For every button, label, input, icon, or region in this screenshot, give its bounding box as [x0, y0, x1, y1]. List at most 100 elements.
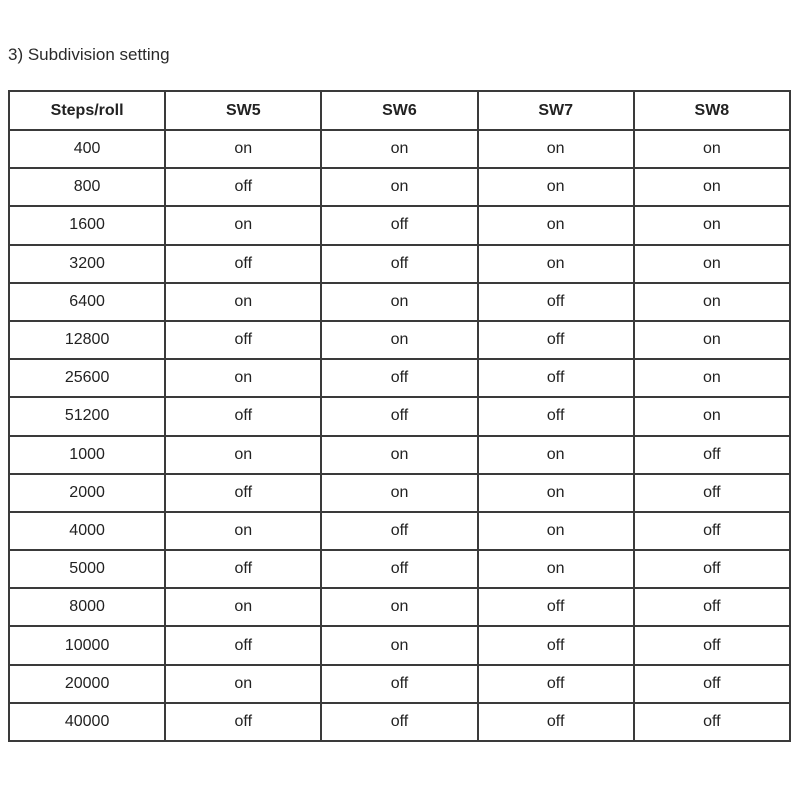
table-row: 2000 off on on off: [7, 472, 792, 513]
switch-state-cell: on: [632, 281, 792, 322]
table-row: 3200 off off on on: [7, 243, 792, 284]
switch-state-cell: on: [632, 128, 792, 170]
table-header-row: Steps/roll SW5 SW6 SW7 SW8: [7, 90, 792, 131]
switch-state-cell: off: [320, 663, 479, 704]
table-row: 12800 off on off on: [7, 319, 792, 361]
switch-state-cell: on: [632, 319, 792, 361]
table-row: 1600 on off on on: [7, 205, 792, 246]
steps-cell: 25600: [7, 358, 167, 399]
steps-cell: 40000: [7, 701, 167, 743]
switch-state-cell: off: [164, 625, 323, 666]
switch-state-cell: on: [476, 205, 635, 246]
switch-state-cell: off: [320, 549, 479, 590]
switch-state-cell: off: [476, 625, 635, 666]
table-row: 20000 on off off off: [7, 663, 792, 704]
table-row: 800 off on on on: [7, 167, 792, 208]
switch-state-cell: off: [164, 396, 323, 437]
switch-state-cell: on: [632, 167, 792, 208]
switch-state-cell: on: [476, 243, 635, 284]
switch-state-cell: off: [164, 472, 323, 513]
switch-state-cell: off: [320, 510, 479, 552]
switch-state-cell: on: [320, 434, 479, 475]
switch-state-cell: on: [164, 663, 323, 704]
table-row: 51200 off off off on: [7, 396, 792, 437]
table-row: 5000 off off on off: [7, 549, 792, 590]
table-row: 400 on on on on: [7, 128, 792, 170]
switch-state-cell: off: [164, 549, 323, 590]
switch-state-cell: off: [632, 472, 792, 513]
switch-state-cell: off: [476, 358, 635, 399]
steps-cell: 5000: [7, 549, 167, 590]
table-row: 8000 on on off off: [7, 587, 792, 628]
switch-state-cell: off: [320, 205, 479, 246]
table-row: 1000 on on on off: [7, 434, 792, 475]
switch-state-cell: on: [476, 549, 635, 590]
switch-state-cell: on: [320, 128, 479, 170]
switch-state-cell: on: [164, 358, 323, 399]
column-header: SW8: [632, 90, 792, 131]
switch-state-cell: on: [320, 587, 479, 628]
switch-state-cell: off: [632, 549, 792, 590]
steps-cell: 10000: [7, 625, 167, 666]
steps-cell: 2000: [7, 472, 167, 513]
switch-state-cell: off: [320, 358, 479, 399]
table-row: 10000 off on off off: [7, 625, 792, 666]
steps-cell: 3200: [7, 243, 167, 284]
switch-state-cell: off: [632, 434, 792, 475]
switch-state-cell: on: [320, 625, 479, 666]
switch-state-cell: on: [164, 205, 323, 246]
switch-state-cell: off: [632, 663, 792, 704]
switch-state-cell: on: [164, 128, 323, 170]
switch-state-cell: on: [632, 243, 792, 284]
steps-cell: 6400: [7, 281, 167, 322]
switch-state-cell: on: [164, 510, 323, 552]
switch-state-cell: on: [320, 167, 479, 208]
steps-cell: 800: [7, 167, 167, 208]
table-row: 6400 on on off on: [7, 281, 792, 322]
subdivision-table: Steps/roll SW5 SW6 SW7 SW8 400 on on on on 800 off…: [7, 90, 792, 743]
switch-state-cell: on: [632, 205, 792, 246]
switch-state-cell: on: [164, 434, 323, 475]
steps-cell: 20000: [7, 663, 167, 704]
steps-cell: 8000: [7, 587, 167, 628]
switch-state-cell: off: [632, 510, 792, 552]
switch-state-cell: on: [164, 587, 323, 628]
switch-state-cell: on: [320, 319, 479, 361]
switch-state-cell: off: [164, 319, 323, 361]
switch-state-cell: off: [476, 281, 635, 322]
switch-state-cell: off: [632, 625, 792, 666]
column-header: Steps/roll: [7, 90, 167, 131]
table-row: 4000 on off on off: [7, 510, 792, 552]
switch-state-cell: on: [632, 358, 792, 399]
switch-state-cell: on: [476, 128, 635, 170]
steps-cell: 51200: [7, 396, 167, 437]
switch-state-cell: on: [164, 281, 323, 322]
switch-state-cell: on: [320, 281, 479, 322]
switch-state-cell: on: [632, 396, 792, 437]
switch-state-cell: off: [476, 701, 635, 743]
switch-state-cell: off: [632, 587, 792, 628]
steps-cell: 400: [7, 128, 167, 170]
switch-state-cell: on: [476, 472, 635, 513]
steps-cell: 4000: [7, 510, 167, 552]
table-row: 40000 off off off off: [7, 701, 792, 743]
switch-state-cell: on: [476, 434, 635, 475]
steps-cell: 12800: [7, 319, 167, 361]
table-row: 25600 on off off on: [7, 358, 792, 399]
switch-state-cell: off: [164, 701, 323, 743]
switch-state-cell: off: [476, 319, 635, 361]
switch-state-cell: off: [320, 396, 479, 437]
switch-state-cell: off: [164, 167, 323, 208]
switch-state-cell: off: [320, 701, 479, 743]
switch-state-cell: on: [320, 472, 479, 513]
steps-cell: 1000: [7, 434, 167, 475]
switch-state-cell: off: [320, 243, 479, 284]
switch-state-cell: off: [476, 663, 635, 704]
steps-cell: 1600: [7, 205, 167, 246]
switch-state-cell: off: [632, 701, 792, 743]
column-header: SW5: [164, 90, 323, 131]
switch-state-cell: off: [476, 587, 635, 628]
switch-state-cell: on: [476, 510, 635, 552]
switch-state-cell: off: [476, 396, 635, 437]
section-title: 3) Subdivision setting: [8, 45, 170, 64]
